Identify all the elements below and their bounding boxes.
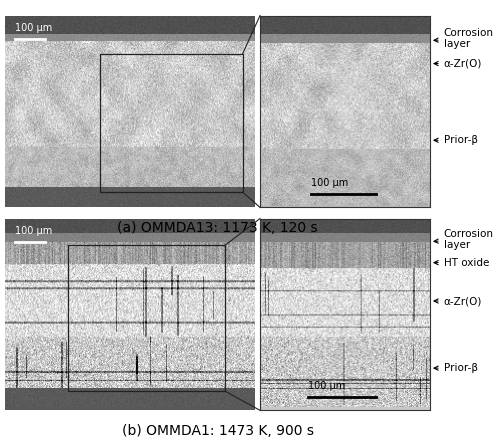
Bar: [100, 54, 242, 192]
Text: α-Zr(O): α-Zr(O): [434, 58, 482, 69]
Bar: [68, 245, 225, 391]
Text: Corrosion
layer: Corrosion layer: [434, 28, 494, 50]
Text: 100 μm: 100 μm: [311, 178, 348, 188]
Text: Prior-β: Prior-β: [434, 135, 478, 145]
Text: 100 μm: 100 μm: [15, 226, 52, 236]
Text: 100 μm: 100 μm: [308, 381, 345, 391]
Text: HT oxide: HT oxide: [434, 258, 489, 268]
Text: 100 μm: 100 μm: [15, 23, 52, 33]
Text: (a) OMMDA13: 1173 K, 120 s: (a) OMMDA13: 1173 K, 120 s: [117, 221, 318, 235]
Text: Corrosion
layer: Corrosion layer: [434, 229, 494, 251]
Text: α-Zr(O): α-Zr(O): [434, 296, 482, 306]
Text: Prior-β: Prior-β: [434, 363, 478, 373]
Text: (b) OMMDA1: 1473 K, 900 s: (b) OMMDA1: 1473 K, 900 s: [122, 424, 314, 438]
